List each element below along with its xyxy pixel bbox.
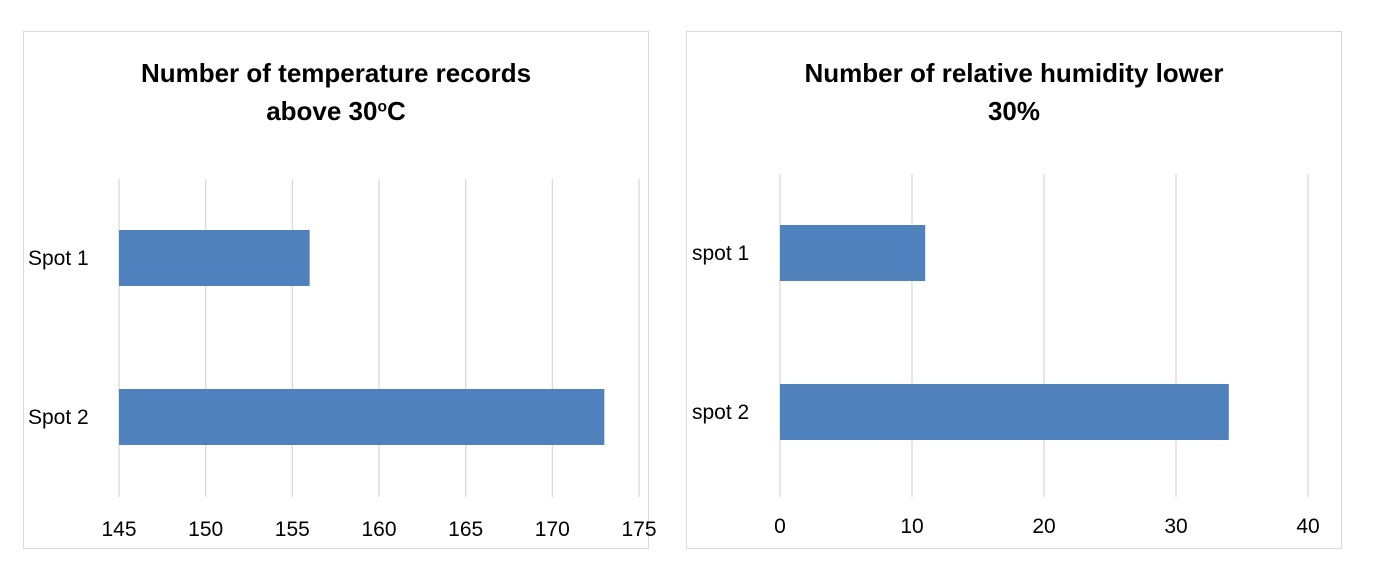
chart-title-line-1: Number of relative humidity lower <box>804 58 1224 88</box>
humidity-chart-panel: Number of relative humidity lower 30% 0 1… <box>686 31 1342 549</box>
temperature-chart-plot: 145 150 155 160 165 170 175 Spot 1 Spot 2 <box>28 179 657 541</box>
category-label: Spot 2 <box>28 406 89 429</box>
category-label: Spot 1 <box>28 247 89 270</box>
x-tick-label: 40 <box>1296 515 1319 538</box>
bar-spot-1 <box>780 225 926 281</box>
x-tick-label: 165 <box>448 518 483 541</box>
x-tick-label: 150 <box>188 518 223 541</box>
humidity-chart-plot: 0 10 20 30 40 spot 1 spot 2 <box>692 174 1320 538</box>
bar-spot-2 <box>780 384 1229 440</box>
chart-title: Number of relative humidity lower 30% <box>687 54 1341 130</box>
x-tick-label: 175 <box>621 518 656 541</box>
x-tick-label: 155 <box>275 518 310 541</box>
bar-spot-2 <box>119 389 605 445</box>
temperature-chart-panel: Number of temperature records above 30oC… <box>23 31 657 549</box>
x-tick-label: 20 <box>1032 515 1055 538</box>
x-tick-label: 30 <box>1164 515 1187 538</box>
chart-title-line-2-main: above 30 <box>266 96 378 126</box>
degree-superscript: o <box>377 98 388 116</box>
x-tick-label: 170 <box>535 518 570 541</box>
x-tick-label: 10 <box>900 515 923 538</box>
x-tick-label: 145 <box>101 518 136 541</box>
x-tick-label: 0 <box>774 515 786 538</box>
category-label: spot 2 <box>692 401 749 424</box>
chart-title: Number of temperature records above 30oC <box>24 54 648 130</box>
chart-title-line-2: above 30oC <box>24 92 648 130</box>
category-label: spot 1 <box>692 242 749 265</box>
chart-title-line-2-unit: C <box>387 96 406 126</box>
x-tick-label: 160 <box>361 518 396 541</box>
chart-title-line-2: 30% <box>987 96 1041 126</box>
bar-spot-1 <box>119 230 310 286</box>
chart-title-line-1: Number of temperature records <box>140 58 532 88</box>
